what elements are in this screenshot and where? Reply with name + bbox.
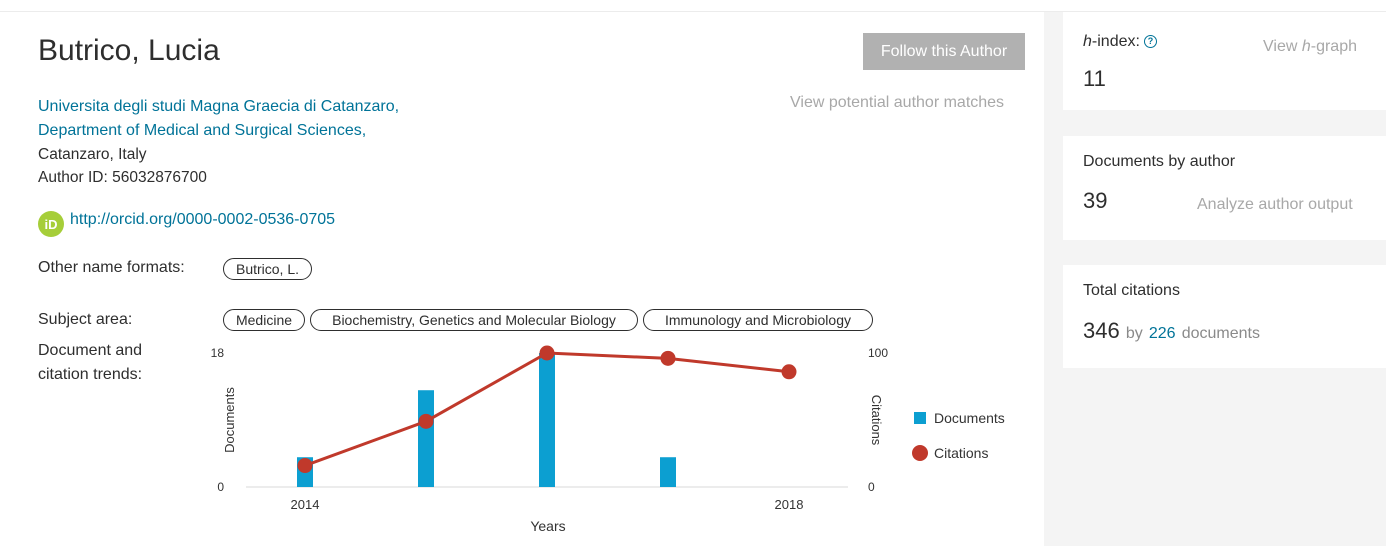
legend-documents-swatch	[914, 412, 926, 424]
legend-citations-swatch	[912, 445, 928, 461]
orcid-icon: iD	[38, 211, 64, 237]
total-citations-line: 346 by 226 documents	[1083, 318, 1260, 344]
follow-author-button[interactable]: Follow this Author	[863, 33, 1025, 70]
legend-citations-label: Citations	[934, 445, 989, 461]
view-h-graph-suffix: -graph	[1310, 38, 1357, 55]
y-left-axis-label: Documents	[222, 387, 237, 453]
documents-bar-2016	[539, 353, 555, 487]
legend-documents: Documents	[914, 410, 1005, 426]
legend-documents-label: Documents	[934, 410, 1005, 426]
subject-pill-immunology[interactable]: Immunology and Microbiology	[643, 309, 873, 331]
affiliation-department-link[interactable]: Department of Medical and Surgical Scien…	[38, 122, 367, 139]
analyze-author-output-link[interactable]: Analyze author output	[1197, 196, 1353, 213]
y-right-tick-bottom: 0	[868, 480, 875, 494]
documents-card	[1063, 136, 1386, 240]
citations-documents-word: documents	[1181, 325, 1260, 342]
citations-point-2016[interactable]	[539, 345, 555, 361]
author-id: Author ID: 56032876700	[38, 169, 207, 186]
documents-bar-2017	[660, 457, 676, 487]
y-left-tick-bottom: 0	[217, 480, 224, 494]
view-h-graph-link[interactable]: View h-graph	[1263, 38, 1357, 56]
h-index-label-italic: h	[1083, 33, 1092, 50]
y-left-tick-top: 18	[211, 346, 225, 360]
subject-pill-biochemistry[interactable]: Biochemistry, Genetics and Molecular Bio…	[310, 309, 638, 331]
trends-label-line2: citation trends:	[38, 366, 143, 383]
documents-by-author-label: Documents by author	[1083, 153, 1236, 170]
x-tick-2018: 2018	[775, 497, 804, 512]
x-axis-label: Years	[530, 518, 565, 534]
h-index-label-text: -index:	[1091, 33, 1140, 50]
h-index-label: h-index:?	[1083, 33, 1157, 51]
h-index-card	[1063, 12, 1386, 110]
document-citation-trends-chart: 18 0 100 0 Documents Citations Years 201…	[211, 345, 888, 534]
top-divider	[0, 11, 1386, 12]
help-icon[interactable]: ?	[1143, 35, 1157, 48]
documents-bar-2015	[418, 390, 434, 487]
trends-label-line1: Document and	[38, 342, 143, 359]
author-name: Butrico, Lucia	[38, 34, 220, 67]
author-details-panel	[14, 12, 1044, 546]
citations-card	[1063, 265, 1386, 368]
name-format-pill[interactable]: Butrico, L.	[223, 258, 312, 280]
view-h-graph-prefix: View	[1263, 38, 1302, 55]
author-location: Catanzaro, Italy	[38, 146, 147, 163]
citations-point-2014[interactable]	[297, 458, 313, 474]
orcid-link[interactable]: http://orcid.org/0000-0002-0536-0705	[70, 211, 336, 228]
h-index-value: 11	[1083, 66, 1106, 91]
subject-area-label: Subject area:	[38, 311, 133, 328]
y-right-axis-label: Citations	[869, 395, 884, 446]
citations-by-text: by	[1125, 325, 1143, 342]
citations-point-2018[interactable]	[781, 364, 797, 380]
x-tick-2014: 2014	[291, 497, 320, 512]
y-right-tick-top: 100	[868, 346, 888, 360]
total-citations-label: Total citations	[1083, 282, 1180, 299]
subject-pill-medicine[interactable]: Medicine	[223, 309, 305, 331]
documents-count: 39	[1083, 188, 1108, 213]
affiliation-university-link[interactable]: Universita degli studi Magna Graecia di …	[38, 98, 400, 115]
total-citations-value: 346	[1083, 318, 1120, 343]
legend-citations: Citations	[912, 445, 988, 461]
citations-point-2017[interactable]	[660, 350, 676, 366]
view-potential-matches-link[interactable]: View potential author matches	[790, 94, 1005, 111]
view-h-graph-italic: h	[1301, 38, 1311, 55]
other-name-formats-label: Other name formats:	[38, 259, 185, 276]
citations-point-2015[interactable]	[418, 413, 434, 429]
citing-documents-link[interactable]: 226	[1148, 325, 1176, 342]
